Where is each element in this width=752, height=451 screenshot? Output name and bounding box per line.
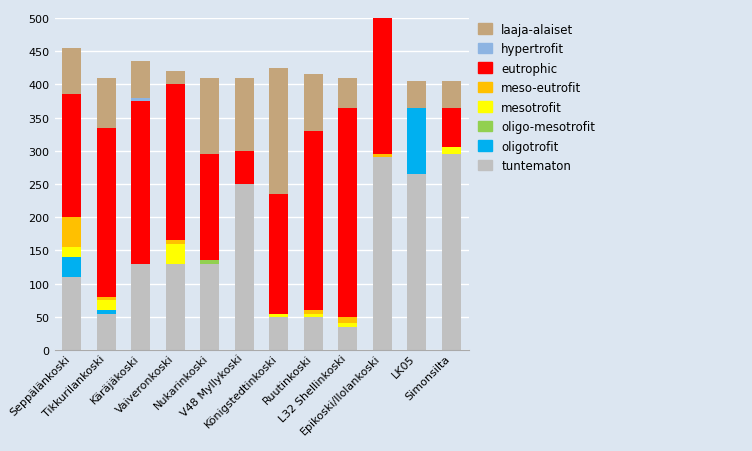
Bar [166,241,185,244]
Bar [269,69,289,194]
Bar [132,98,150,102]
Bar [269,194,289,314]
Bar [408,82,426,108]
Bar [97,300,116,311]
Bar [166,264,185,350]
Bar [200,264,220,350]
Bar [373,158,392,350]
Bar [166,244,185,264]
Bar [442,148,461,155]
Bar [62,248,81,258]
Bar [338,78,357,108]
Bar [166,72,185,85]
Bar [269,314,289,317]
Bar [132,264,150,350]
Bar [304,314,323,317]
Bar [62,95,81,218]
Bar [373,155,392,158]
Bar [338,324,357,327]
Bar [235,184,254,350]
Bar [408,108,426,175]
Bar [442,155,461,350]
Bar [304,311,323,314]
Bar [304,317,323,350]
Bar [304,75,323,132]
Bar [338,108,357,317]
Bar [62,49,81,95]
Bar [373,0,392,155]
Bar [200,261,220,264]
Bar [442,82,461,108]
Bar [97,311,116,314]
Bar [338,327,357,350]
Bar [338,317,357,324]
Legend: laaja-alaiset, hypertrofit, eutrophic, meso-eutrofit, mesotrofit, oligo-mesotrof: laaja-alaiset, hypertrofit, eutrophic, m… [473,19,600,178]
Bar [166,85,185,241]
Bar [62,218,81,248]
Bar [235,78,254,152]
Bar [62,258,81,277]
Bar [132,102,150,264]
Bar [442,108,461,148]
Bar [97,128,116,297]
Bar [132,62,150,98]
Bar [97,78,116,128]
Bar [200,155,220,261]
Bar [62,277,81,350]
Bar [304,132,323,311]
Bar [200,78,220,155]
Bar [97,314,116,350]
Bar [235,152,254,184]
Bar [269,317,289,350]
Bar [408,175,426,350]
Bar [97,297,116,300]
